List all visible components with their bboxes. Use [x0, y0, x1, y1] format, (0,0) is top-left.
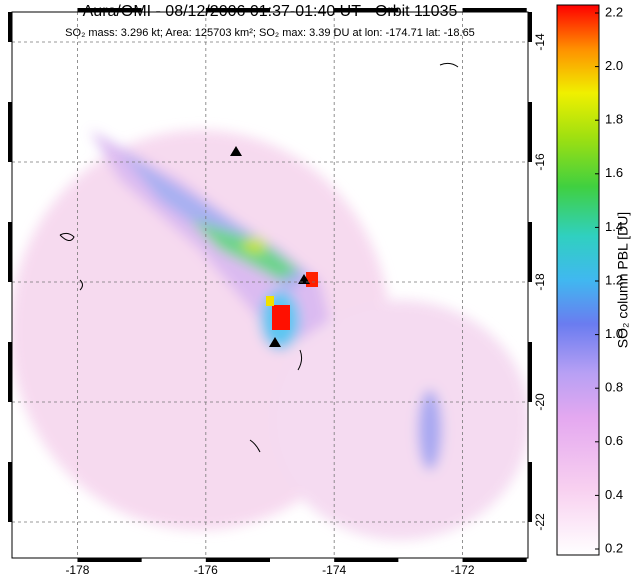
frame-segment	[528, 222, 532, 282]
frame-segment	[8, 222, 12, 282]
y-tick-label: -14	[533, 33, 547, 51]
so2-max-pixel	[272, 305, 290, 330]
frame-segment	[205, 558, 270, 562]
colorbar-tick-label: 1.2	[605, 272, 623, 287]
frame-segment	[528, 12, 532, 42]
subtitle: SO₂ mass: 3.296 kt; Area: 125703 km²; SO…	[65, 27, 475, 39]
colorbar-tick-label: 0.8	[605, 380, 623, 395]
frame-segment	[528, 462, 532, 522]
x-tick-label: -178	[65, 563, 89, 577]
frame-segment	[205, 8, 270, 12]
frame-segment	[8, 462, 12, 522]
colorbar-tick-label: 2.0	[605, 58, 623, 73]
coastline	[59, 62, 459, 453]
x-tick-label: -172	[451, 563, 475, 577]
colorbar-tick-label: 1.4	[605, 219, 623, 234]
frame-segment	[528, 102, 532, 162]
colorbar-label: SO₂ column PBL [DU]	[615, 212, 631, 348]
so2-pixel	[266, 296, 274, 306]
colorbar	[556, 4, 600, 556]
frame-segment	[334, 8, 399, 12]
frame-segment	[77, 558, 142, 562]
frame-segment	[8, 102, 12, 162]
colorbar-tick-label: 1.8	[605, 112, 623, 127]
frame-segment	[8, 12, 12, 42]
so2-field	[12, 12, 528, 558]
frame-segment	[8, 342, 12, 402]
y-tick-label: -18	[533, 273, 547, 291]
y-tick-label: -22	[533, 513, 547, 531]
frame-segment	[334, 558, 399, 562]
x-tick-label: -176	[194, 563, 218, 577]
map-frame	[11, 11, 529, 559]
colorbar-tick-label: 0.4	[605, 487, 623, 502]
colorbar-tick-label: 0.6	[605, 433, 623, 448]
y-tick-label: -16	[533, 153, 547, 171]
colorbar-tick-label: 2.2	[605, 4, 623, 19]
frame-segment	[77, 8, 142, 12]
title: Aura/OMI - 08/12/2006 01:37-01:40 UT - O…	[83, 3, 458, 20]
frame-segment	[462, 558, 527, 562]
so2-pixel	[306, 272, 318, 287]
colorbar-tick-label: 0.2	[605, 540, 623, 555]
y-tick-label: -20	[533, 393, 547, 411]
x-tick-label: -174	[322, 563, 346, 577]
frame-segment	[528, 342, 532, 402]
axes	[8, 8, 532, 562]
colorbar-tick-label: 1.6	[605, 165, 623, 180]
colorbar-tick-label: 1.0	[605, 326, 623, 341]
frame-segment	[462, 8, 527, 12]
